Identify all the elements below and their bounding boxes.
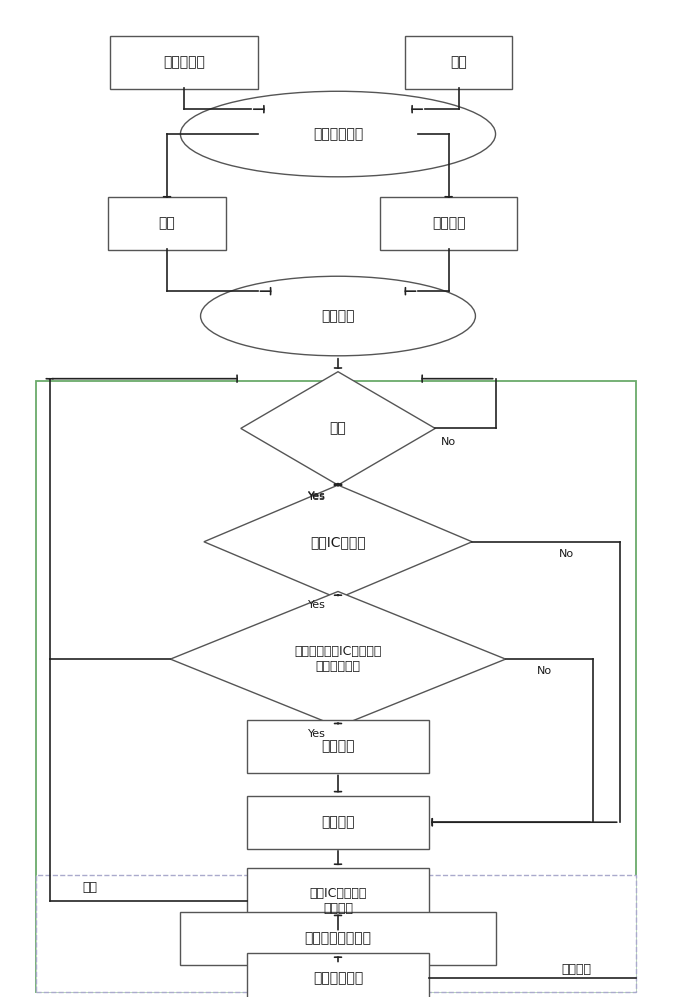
Text: Yes: Yes: [308, 600, 325, 610]
Text: 多次考勤记录累计: 多次考勤记录累计: [304, 932, 372, 946]
Text: No: No: [537, 666, 552, 676]
FancyBboxPatch shape: [380, 197, 517, 250]
Text: 自动注册: 自动注册: [321, 740, 355, 754]
FancyBboxPatch shape: [110, 36, 258, 89]
Text: 存储IC卡信息、
考勤记录: 存储IC卡信息、 考勤记录: [310, 887, 366, 915]
FancyBboxPatch shape: [180, 912, 496, 965]
FancyBboxPatch shape: [108, 197, 226, 250]
Text: Yes: Yes: [308, 492, 325, 502]
Text: 自检: 自检: [450, 55, 467, 69]
Text: 功能界面选择: 功能界面选择: [313, 127, 363, 141]
Polygon shape: [204, 485, 472, 598]
Text: 判断所读取的IC卡信息是
否首次使用否: 判断所读取的IC卡信息是 否首次使用否: [294, 645, 382, 673]
Text: 平时成绩计算: 平时成绩计算: [313, 971, 363, 985]
Text: 寻卡: 寻卡: [330, 421, 346, 435]
Text: 考勤: 考勤: [82, 881, 97, 894]
Text: Yes: Yes: [308, 491, 325, 501]
FancyBboxPatch shape: [247, 953, 429, 1000]
Text: Yes: Yes: [308, 729, 325, 739]
Text: 成绩统计: 成绩统计: [432, 217, 465, 231]
Ellipse shape: [201, 276, 475, 356]
FancyBboxPatch shape: [37, 875, 636, 992]
Text: No: No: [441, 437, 456, 447]
Text: 班级选择: 班级选择: [321, 309, 355, 323]
Text: 开学初始化: 开学初始化: [163, 55, 205, 69]
Text: 成绩统计: 成绩统计: [561, 963, 591, 976]
Polygon shape: [170, 591, 506, 727]
FancyBboxPatch shape: [247, 720, 429, 773]
Text: No: No: [558, 549, 573, 559]
FancyBboxPatch shape: [247, 868, 429, 933]
FancyBboxPatch shape: [405, 36, 512, 89]
Text: 考勤: 考勤: [159, 217, 175, 231]
Text: 条目检索: 条目检索: [321, 815, 355, 829]
Text: 读取IC卡信息: 读取IC卡信息: [310, 535, 366, 549]
FancyBboxPatch shape: [247, 796, 429, 849]
Polygon shape: [241, 372, 435, 485]
Ellipse shape: [180, 91, 496, 177]
FancyBboxPatch shape: [37, 381, 636, 992]
